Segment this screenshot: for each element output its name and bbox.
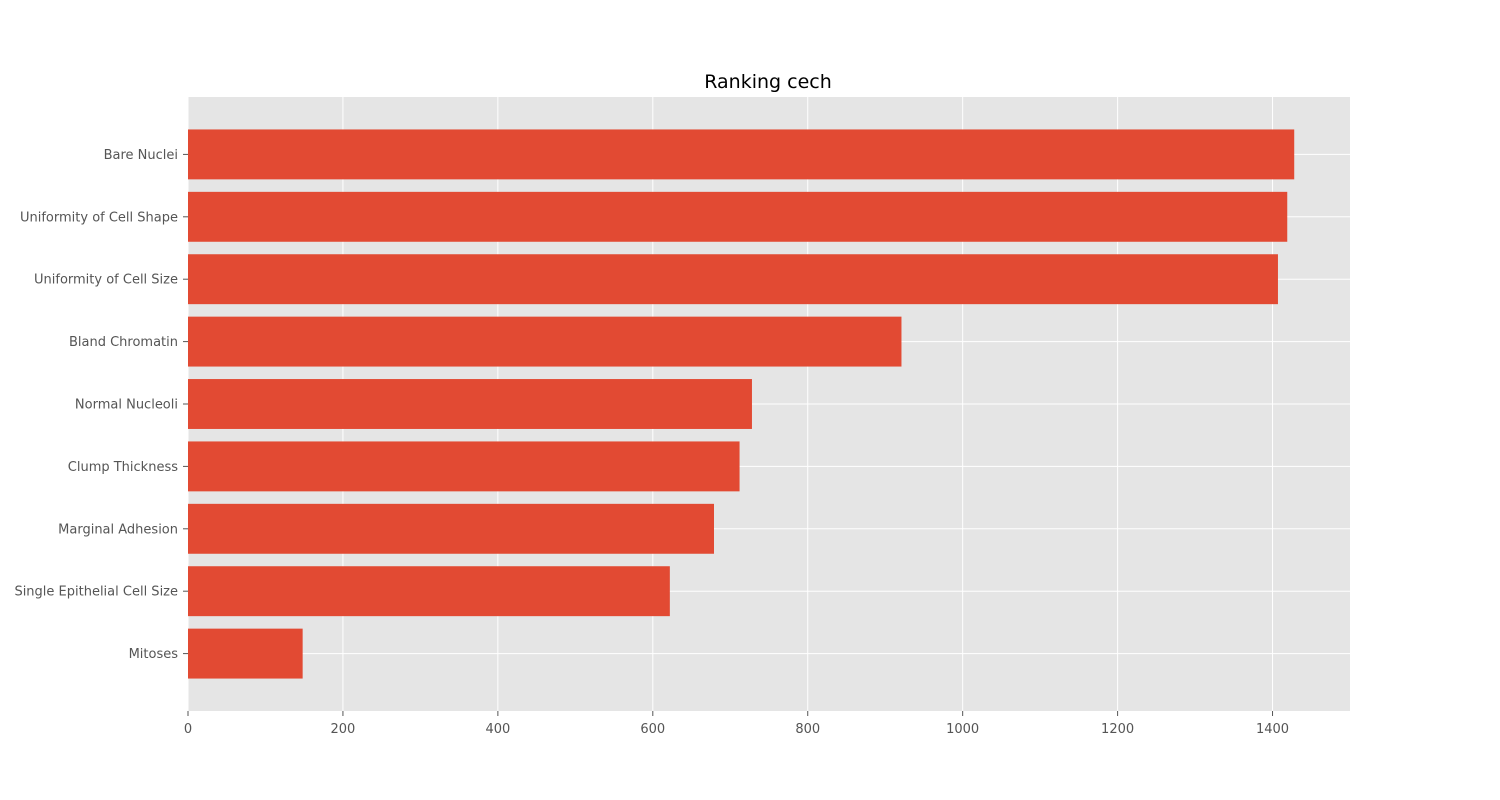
x-tick-label: 1400	[1256, 722, 1289, 737]
y-tick-label: Clump Thickness	[68, 460, 178, 475]
y-tick-label: Uniformity of Cell Shape	[20, 210, 178, 225]
y-tick-label: Single Epithelial Cell Size	[14, 585, 178, 600]
x-tick-label: 200	[331, 722, 356, 737]
bar	[188, 628, 303, 679]
y-tick-label: Bland Chromatin	[69, 335, 178, 350]
x-tick-label: 1000	[946, 722, 979, 737]
x-tick-label: 1200	[1101, 722, 1134, 737]
bar	[188, 129, 1295, 180]
y-axis: Bare Nuclei Uniformity of Cell Shape Unifo…	[14, 148, 188, 662]
bar	[188, 441, 740, 492]
chart-title: Ranking cech	[704, 71, 832, 93]
x-tick-label: 400	[485, 722, 510, 737]
bar	[188, 503, 714, 554]
x-tick-label: 0	[184, 722, 192, 737]
bar	[188, 191, 1288, 242]
bars	[188, 129, 1295, 679]
bar	[188, 566, 670, 617]
x-tick-label: 800	[795, 722, 820, 737]
bar	[188, 316, 902, 367]
y-tick-label: Bare Nuclei	[104, 148, 178, 163]
y-tick-label: Mitoses	[129, 647, 179, 662]
bar	[188, 379, 752, 429]
y-tick-label: Marginal Adhesion	[58, 522, 178, 537]
y-tick-label: Normal Nucleoli	[75, 398, 178, 413]
y-tick-label: Uniformity of Cell Size	[34, 273, 178, 288]
x-tick-label: 600	[640, 722, 665, 737]
x-axis: 0 200 400 600 800 1000 1200 1400	[184, 711, 1289, 737]
bar	[188, 254, 1278, 305]
